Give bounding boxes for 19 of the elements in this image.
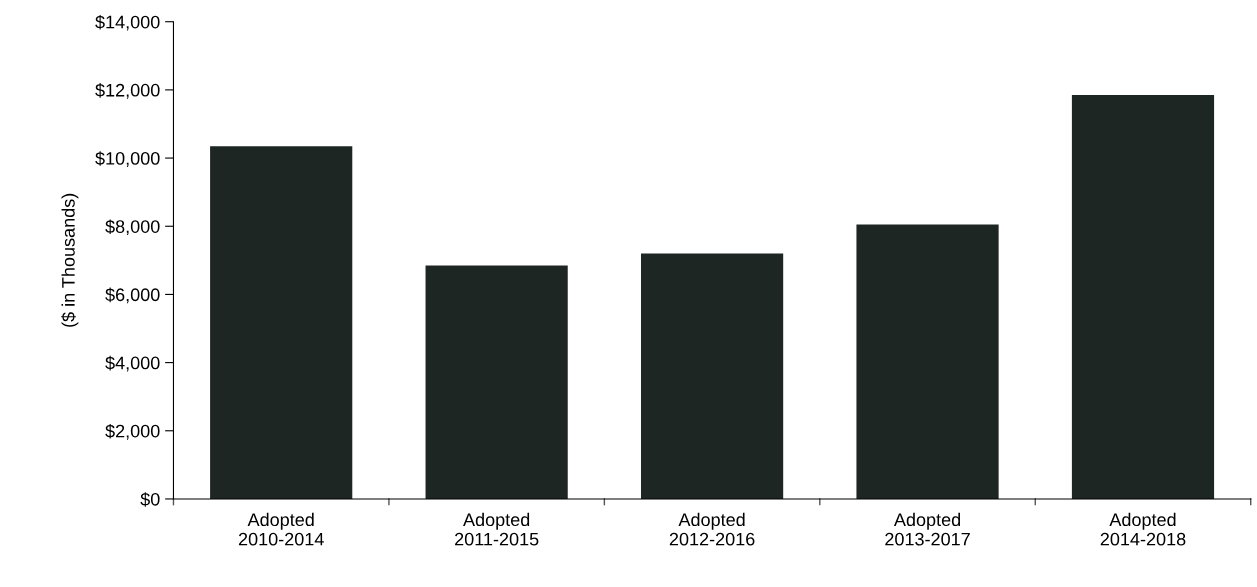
y-tick-label: $4,000 (105, 355, 160, 372)
y-tick-label: $8,000 (105, 219, 160, 236)
bar (856, 224, 999, 499)
y-tick-label: $2,000 (105, 423, 160, 440)
x-tick-label: Adopted 2010-2014 (238, 512, 324, 546)
y-tick-label: $10,000 (95, 151, 160, 167)
x-tick-label: Adopted 2013-2017 (885, 512, 970, 546)
y-tick-label: $6,000 (105, 287, 160, 304)
bar (425, 265, 568, 499)
bar (1071, 95, 1215, 499)
y-axis-title: ($ in Thousands) (61, 193, 79, 327)
bar (640, 253, 784, 499)
x-tick-label: Adopted 2011-2015 (455, 512, 539, 546)
y-tick-label: $0 (140, 492, 160, 507)
y-tick-label: $14,000 (95, 14, 160, 31)
y-tick-label: $12,000 (95, 83, 160, 99)
x-tick-label: Adopted 2014-2018 (1100, 512, 1186, 546)
x-tick-label: Adopted 2012-2016 (669, 512, 755, 546)
bar (210, 146, 353, 499)
